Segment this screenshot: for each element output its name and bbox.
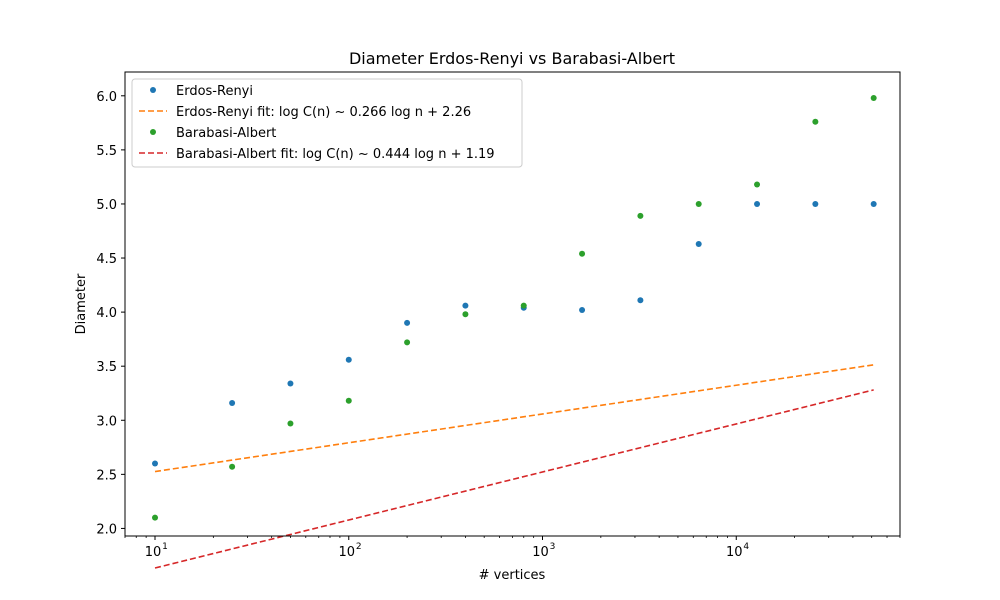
x-tick-base: 10: [726, 545, 743, 560]
y-tick-label: 5.0: [96, 198, 117, 213]
x-tick-label: 10 3: [532, 542, 555, 560]
x-tick-exponent: 4: [743, 542, 749, 552]
y-tick-label: 2.0: [96, 522, 117, 537]
y-axis-ticks: 2.0 2.5 3.0 3.5 4.0 4.5 5.0 5.5 6.0: [96, 90, 125, 537]
x-tick-exponent: 3: [550, 542, 556, 552]
axes-frame: [124, 71, 901, 537]
x-axis-label: # vertices: [479, 568, 546, 583]
data-point-series-0: [637, 297, 644, 304]
chart-title: Diameter Erdos-Renyi vs Barabasi-Albert: [349, 49, 675, 68]
x-tick-base: 10: [532, 545, 549, 560]
legend-label: Erdos-Renyi: [176, 84, 253, 99]
data-point-series-2: [754, 181, 761, 188]
plot-area: [152, 94, 877, 569]
data-point-series-0: [579, 306, 586, 313]
data-point-series-0: [695, 240, 702, 247]
y-tick-label: 6.0: [96, 90, 117, 105]
fit-line-series-3: [154, 389, 874, 569]
y-tick-label: 2.5: [96, 468, 117, 483]
data-point-series-2: [520, 302, 527, 309]
y-tick-label: 3.0: [96, 414, 117, 429]
y-tick-label: 5.5: [96, 144, 117, 159]
legend: Erdos-Renyi Erdos-Renyi fit: log C(n) ~ 0…: [131, 78, 523, 168]
data-point-series-0: [287, 380, 294, 387]
y-axis-label: Diameter: [74, 273, 89, 334]
data-point-series-2: [812, 118, 819, 125]
data-point-series-2: [462, 311, 469, 318]
data-point-series-0: [754, 200, 761, 207]
data-point-series-0: [404, 319, 411, 326]
x-tick-base: 10: [145, 545, 162, 560]
data-point-series-2: [870, 94, 877, 101]
x-tick-base: 10: [338, 545, 355, 560]
x-tick-label: 10 4: [726, 542, 749, 560]
data-point-series-2: [579, 250, 586, 257]
fit-line-series-1: [154, 364, 874, 473]
data-point-series-2: [345, 397, 352, 404]
x-tick-exponent: 1: [162, 542, 168, 552]
data-point-series-2: [404, 339, 411, 346]
legend-label: Barabasi-Albert: [176, 126, 276, 141]
y-tick-label: 3.5: [96, 360, 117, 375]
data-point-series-0: [152, 460, 159, 467]
data-point-series-0: [870, 200, 877, 207]
data-point-series-0: [812, 200, 819, 207]
y-tick-label: 4.0: [96, 306, 117, 321]
legend-point-marker: [150, 87, 156, 93]
data-point-series-0: [229, 399, 236, 406]
data-point-series-2: [229, 463, 236, 470]
x-tick-exponent: 2: [356, 542, 362, 552]
x-tick-label: 10 1: [145, 542, 168, 560]
y-tick-label: 4.5: [96, 252, 117, 267]
data-point-series-0: [345, 356, 352, 363]
data-point-series-2: [637, 212, 644, 219]
data-point-series-0: [462, 302, 469, 309]
x-axis-ticks: 10 1 10 2 10 3 10 4: [124, 536, 901, 560]
data-point-series-2: [152, 514, 159, 521]
legend-box: [131, 78, 523, 168]
legend-point-marker: [150, 129, 156, 135]
legend-label: Erdos-Renyi fit: log C(n) ~ 0.266 log n …: [176, 105, 471, 120]
legend-label: Barabasi-Albert fit: log C(n) ~ 0.444 lo…: [176, 147, 495, 162]
data-point-series-2: [695, 200, 702, 207]
x-tick-label: 10 2: [338, 542, 361, 560]
data-point-series-2: [287, 420, 294, 427]
